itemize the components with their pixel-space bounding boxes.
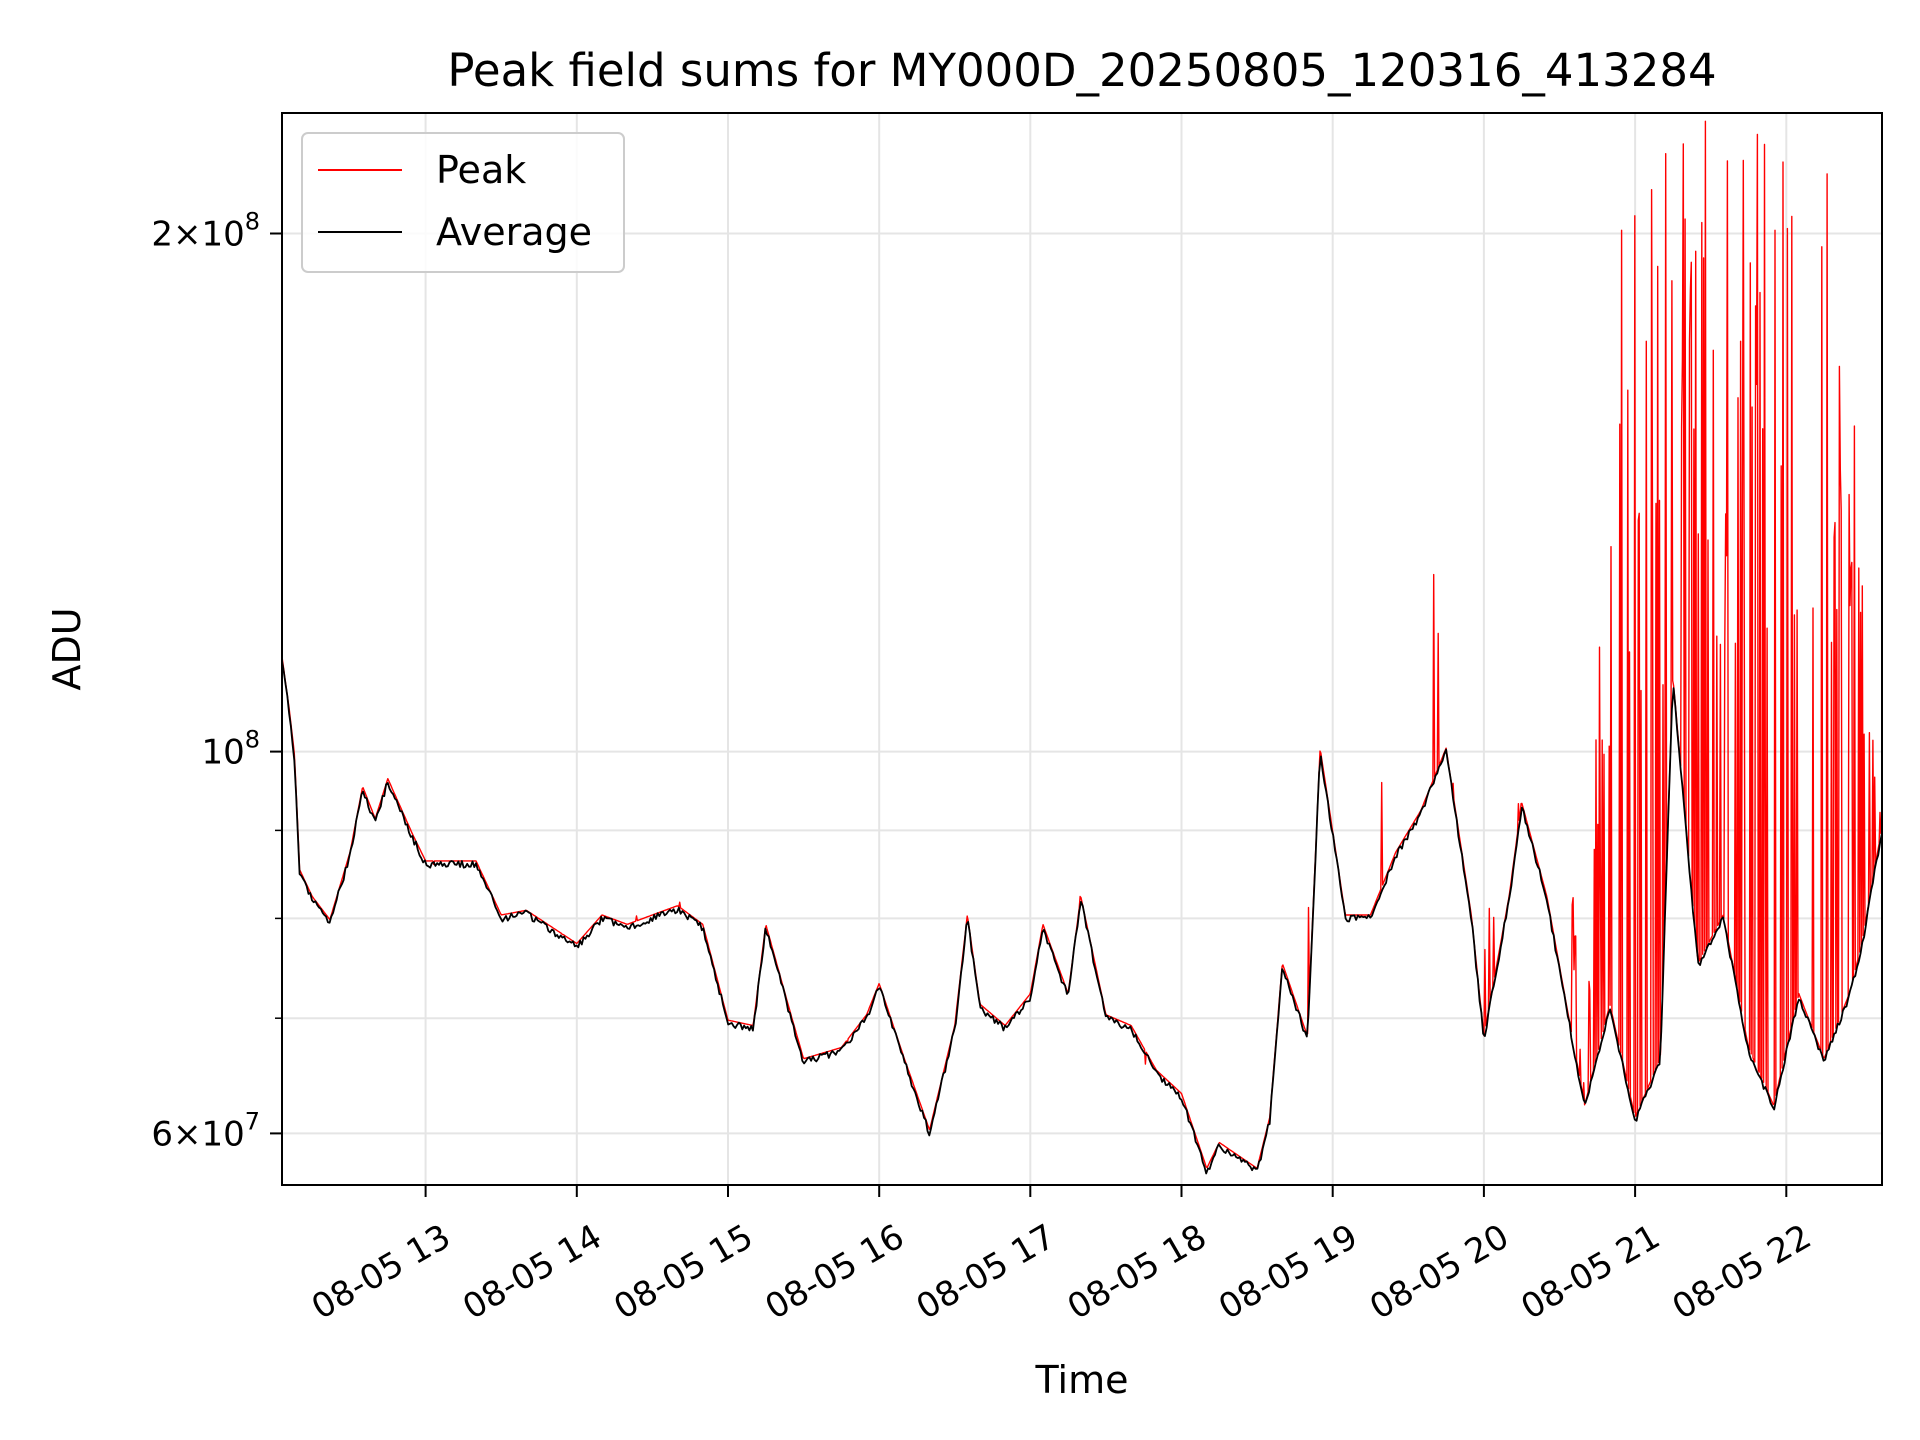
legend-label-peak: Peak bbox=[436, 148, 526, 192]
x-axis-label: Time bbox=[1035, 1358, 1129, 1402]
y-tick-label: 108 bbox=[201, 726, 260, 773]
chart-title: Peak field sums for MY000D_20250805_1203… bbox=[447, 44, 1716, 97]
grid bbox=[282, 113, 1882, 1185]
series-line-average bbox=[281, 660, 1883, 1175]
plot-frame bbox=[281, 112, 1883, 1186]
y-axis-label: ADU bbox=[45, 607, 89, 690]
series-layer bbox=[281, 120, 1883, 1175]
legend-label-average: Average bbox=[436, 210, 592, 254]
legend-box bbox=[301, 132, 625, 273]
legend: Peak Average bbox=[301, 132, 625, 273]
y-tick-label: 6×107 bbox=[151, 1107, 260, 1154]
y-tick-label: 2×108 bbox=[151, 208, 260, 255]
